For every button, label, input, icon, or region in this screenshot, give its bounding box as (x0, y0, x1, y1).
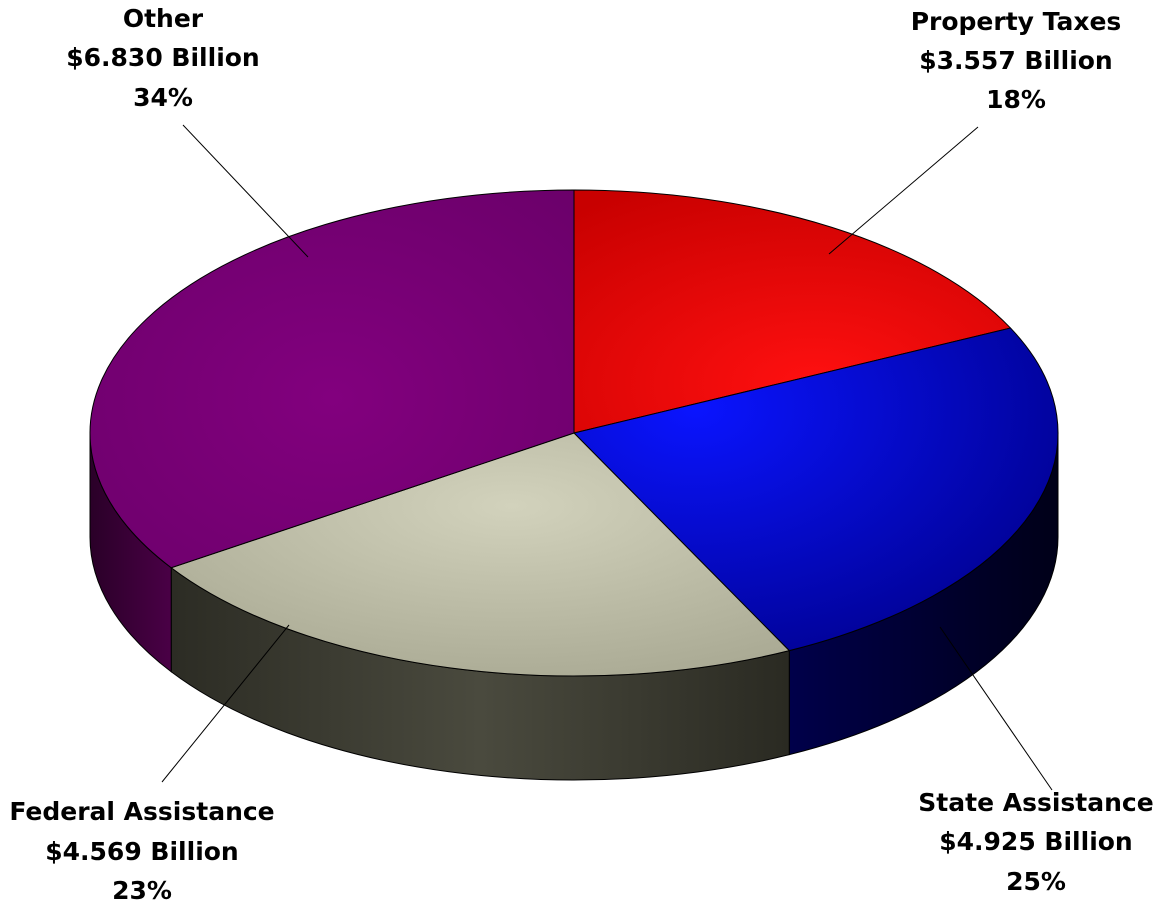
slice-percent: 23% (112, 876, 172, 905)
slice-name: Property Taxes (911, 7, 1122, 36)
leader-line-other (182, 124, 309, 258)
pie-slice-property-taxes (573, 189, 1012, 434)
slice-label-other: Other $6.830 Billion 34% (66, 4, 259, 112)
slice-percent: 34% (133, 83, 193, 112)
slice-amount: $3.557 Billion (919, 46, 1112, 75)
slice-percent: 25% (1006, 867, 1066, 896)
pie-slice-other (89, 189, 575, 569)
slice-amount: $4.925 Billion (939, 827, 1132, 856)
slice-name: Other (123, 4, 204, 33)
slice-percent: 18% (986, 85, 1046, 114)
leader-line-federal-assistance (161, 624, 290, 783)
slice-label-state-assistance: State Assistance $4.925 Billion 25% (918, 788, 1153, 896)
leader-line-property-taxes (828, 126, 979, 255)
slice-label-federal-assistance: Federal Assistance $4.569 Billion 23% (9, 797, 274, 905)
slice-label-property-taxes: Property Taxes $3.557 Billion 18% (911, 7, 1122, 114)
pie-slice-state-assistance (573, 327, 1059, 652)
pie-slice-federal-assistance (170, 432, 791, 677)
slice-name: State Assistance (918, 788, 1153, 817)
slice-name: Federal Assistance (9, 797, 274, 826)
slice-amount: $4.569 Billion (45, 837, 238, 866)
slice-amount: $6.830 Billion (66, 43, 259, 72)
leader-line-state-assistance (939, 626, 1053, 791)
